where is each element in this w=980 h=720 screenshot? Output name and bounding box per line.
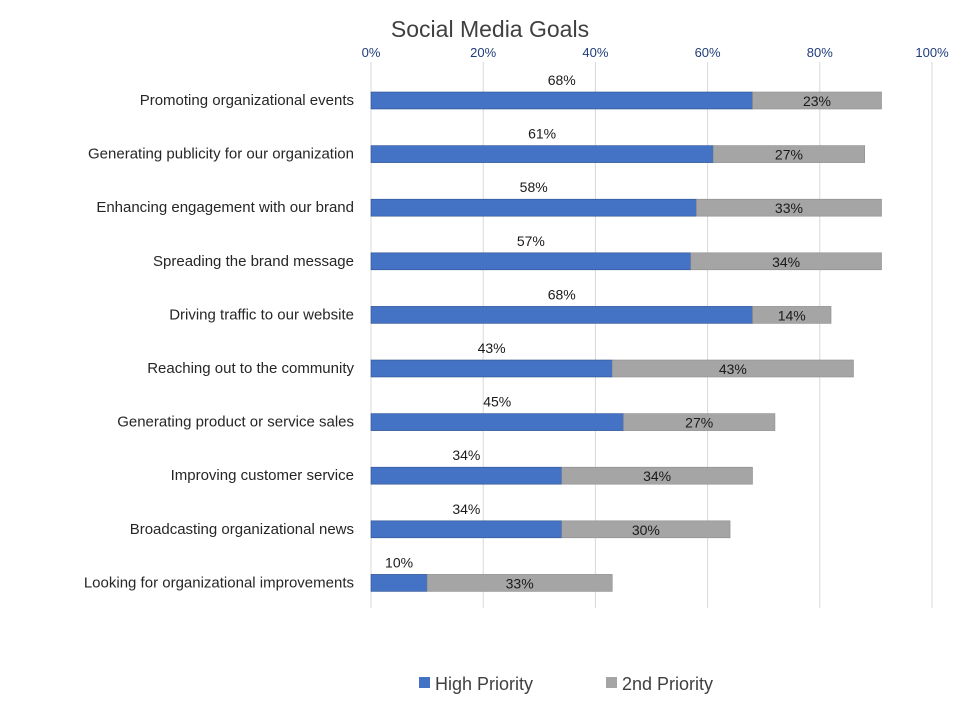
data-label-high-priority: 43% <box>478 340 506 356</box>
bar-2nd-priority <box>561 520 731 539</box>
bar-2nd-priority <box>712 145 865 163</box>
data-label-high-priority: 68% <box>548 72 576 88</box>
category-label-driving-traffic-to-our-website: Driving traffic to our website <box>169 306 354 323</box>
data-label-2nd-priority: 33% <box>775 200 803 216</box>
bar-high-priority <box>370 198 697 217</box>
category-label-looking-for-organizational-improvements: Looking for organizational improvements <box>84 574 354 591</box>
bar-high-priority <box>370 466 563 485</box>
bar-2nd-priority <box>611 359 854 378</box>
category-labels: Promoting organizational events Generatin… <box>84 92 355 591</box>
legend-label-high-priority: High Priority <box>435 674 533 694</box>
x-axis-ticks: 0% 20% 40% 60% 80% 100% <box>362 45 949 60</box>
bar-high-priority <box>370 413 624 431</box>
data-labels: 68% 23% 61% 27% 58% 33% 57% 34% 68% 14% 43% 43% 45% 2… <box>385 72 831 591</box>
data-label-2nd-priority: 27% <box>685 415 713 431</box>
bar-high-priority <box>370 145 714 163</box>
bar-2nd-priority <box>561 466 753 485</box>
category-label-promoting-organizational-events: Promoting organizational events <box>140 92 354 109</box>
bar-high-priority <box>370 306 753 324</box>
bar-high-priority <box>370 91 753 110</box>
data-label-2nd-priority: 43% <box>719 361 747 377</box>
data-label-high-priority: 68% <box>548 286 576 302</box>
bars <box>370 91 882 592</box>
x-tick-label: 80% <box>807 45 833 60</box>
data-label-2nd-priority: 33% <box>506 575 534 591</box>
bar-2nd-priority <box>690 252 882 271</box>
x-tick-label: 100% <box>915 45 949 60</box>
x-tick-label: 40% <box>582 45 608 60</box>
category-label-improving-customer-service: Improving customer service <box>171 467 354 484</box>
bar-2nd-priority <box>752 306 832 324</box>
data-label-2nd-priority: 23% <box>803 93 831 109</box>
data-label-high-priority: 34% <box>452 501 480 517</box>
x-tick-label: 20% <box>470 45 496 60</box>
x-tick-label: 0% <box>362 45 381 60</box>
category-label-reaching-out-to-the-community: Reaching out to the community <box>147 360 354 377</box>
legend-swatch-high-priority <box>419 677 430 688</box>
category-label-broadcasting-organizational-news: Broadcasting organizational news <box>130 521 354 538</box>
data-label-high-priority: 61% <box>528 126 556 142</box>
data-label-2nd-priority: 34% <box>643 468 671 484</box>
category-label-generating-publicity-for-our-organization: Generating publicity for our organizatio… <box>88 146 354 163</box>
legend-label-2nd-priority: 2nd Priority <box>622 674 713 694</box>
category-label-spreading-the-brand-message: Spreading the brand message <box>153 253 354 270</box>
data-label-high-priority: 10% <box>385 554 413 570</box>
bar-2nd-priority <box>696 198 882 217</box>
data-label-high-priority: 57% <box>517 233 545 249</box>
data-label-2nd-priority: 27% <box>775 147 803 163</box>
category-label-generating-product-or-service-sales: Generating product or service sales <box>117 414 354 431</box>
bar-high-priority <box>370 574 428 592</box>
x-tick-label: 60% <box>695 45 721 60</box>
data-label-2nd-priority: 14% <box>778 307 806 323</box>
chart-title: Social Media Goals <box>391 16 589 42</box>
legend-swatch-2nd-priority <box>606 677 617 688</box>
bar-high-priority <box>370 252 692 271</box>
bar-2nd-priority <box>752 91 882 110</box>
bar-2nd-priority <box>426 574 613 592</box>
data-label-high-priority: 34% <box>452 447 480 463</box>
bar-high-priority <box>370 359 613 378</box>
category-label-enhancing-engagement-with-our-brand: Enhancing engagement with our brand <box>96 199 354 216</box>
legend: High Priority 2nd Priority <box>419 674 713 694</box>
data-label-2nd-priority: 34% <box>772 254 800 270</box>
data-label-2nd-priority: 30% <box>632 522 660 538</box>
data-label-high-priority: 58% <box>520 179 548 195</box>
data-label-high-priority: 45% <box>483 394 511 410</box>
bar-2nd-priority <box>623 413 776 431</box>
bar-high-priority <box>370 520 563 539</box>
